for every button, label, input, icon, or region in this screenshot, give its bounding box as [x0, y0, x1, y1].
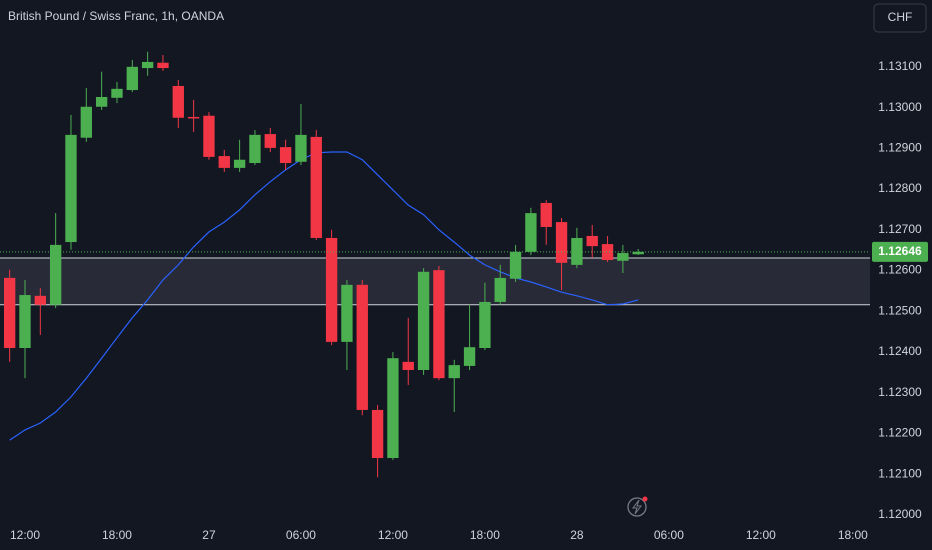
candle-body — [494, 277, 506, 302]
candle-body — [295, 134, 307, 162]
candle-body — [310, 136, 322, 238]
y-tick-label: 1.12600 — [878, 263, 922, 277]
y-tick-label: 1.13100 — [878, 59, 922, 73]
candle-body — [95, 96, 108, 107]
candle-body — [49, 244, 62, 305]
candle-body — [402, 361, 414, 371]
candle-body — [264, 134, 276, 148]
y-tick-label: 1.12200 — [878, 426, 922, 440]
candle-body — [617, 253, 629, 261]
candle-body — [279, 147, 292, 163]
y-tick-label: 1.13000 — [878, 100, 922, 114]
currency-button[interactable] — [873, 3, 927, 33]
chart-title: British Pound / Swiss Franc, 1h, OANDA — [8, 9, 224, 23]
candle-body — [601, 244, 614, 260]
candle-body — [218, 156, 230, 168]
candle-body — [141, 61, 154, 69]
y-tick-label: 1.12000 — [878, 507, 922, 521]
x-tick-label: 28 — [570, 528, 584, 542]
last-price-label: 1.12646 — [878, 244, 922, 258]
y-tick-label: 1.12300 — [878, 385, 922, 399]
candle-body — [233, 159, 246, 168]
candle-body — [448, 365, 460, 379]
y-tick-label: 1.12900 — [878, 140, 922, 154]
x-tick-label: 12:00 — [746, 528, 776, 542]
candle-body — [126, 66, 138, 91]
x-tick-label: 12:00 — [378, 528, 408, 542]
x-tick-label: 18:00 — [838, 528, 868, 542]
plot-area — [0, 51, 870, 478]
x-tick-label: 06:00 — [286, 528, 316, 542]
candle-body — [555, 222, 568, 263]
candle-body — [540, 202, 552, 227]
candle-body — [325, 237, 338, 342]
candle-body — [387, 358, 399, 459]
candle-body — [341, 284, 353, 342]
x-tick-label: 18:00 — [102, 528, 132, 542]
x-tick-label: 12:00 — [10, 528, 40, 542]
candle-body — [417, 271, 430, 371]
candle-body — [356, 284, 368, 410]
candle-body — [479, 301, 491, 348]
last-price-box — [872, 241, 928, 262]
x-tick-label: 27 — [202, 528, 216, 542]
candle-body — [586, 235, 598, 247]
candle-body — [203, 115, 215, 157]
candle-body — [249, 134, 261, 163]
candle-body — [371, 409, 384, 459]
candle-body — [433, 270, 445, 379]
y-tick-label: 1.12100 — [878, 466, 922, 480]
x-tick-label: 18:00 — [470, 528, 500, 542]
candle-body — [509, 251, 522, 279]
moving-average — [9, 151, 639, 441]
candle-body — [463, 347, 476, 366]
candle-body — [3, 277, 16, 348]
candle-body — [19, 295, 31, 348]
candle-body — [525, 213, 537, 252]
candle-body — [80, 106, 92, 138]
y-tick-label: 1.12700 — [878, 222, 922, 236]
candle-body — [187, 116, 200, 119]
x-tick-label: 06:00 — [654, 528, 684, 542]
candle-body — [34, 295, 46, 305]
candle-body — [157, 62, 169, 69]
y-tick-label: 1.12500 — [878, 303, 922, 317]
candle-body — [172, 85, 184, 118]
candle-body — [111, 88, 123, 98]
alert-icon[interactable] — [627, 496, 648, 517]
currency-label: CHF — [888, 10, 913, 24]
candle-body — [632, 251, 644, 255]
candle-body — [65, 134, 77, 243]
y-tick-label: 1.12400 — [878, 344, 922, 358]
y-tick-label: 1.12800 — [878, 181, 922, 195]
